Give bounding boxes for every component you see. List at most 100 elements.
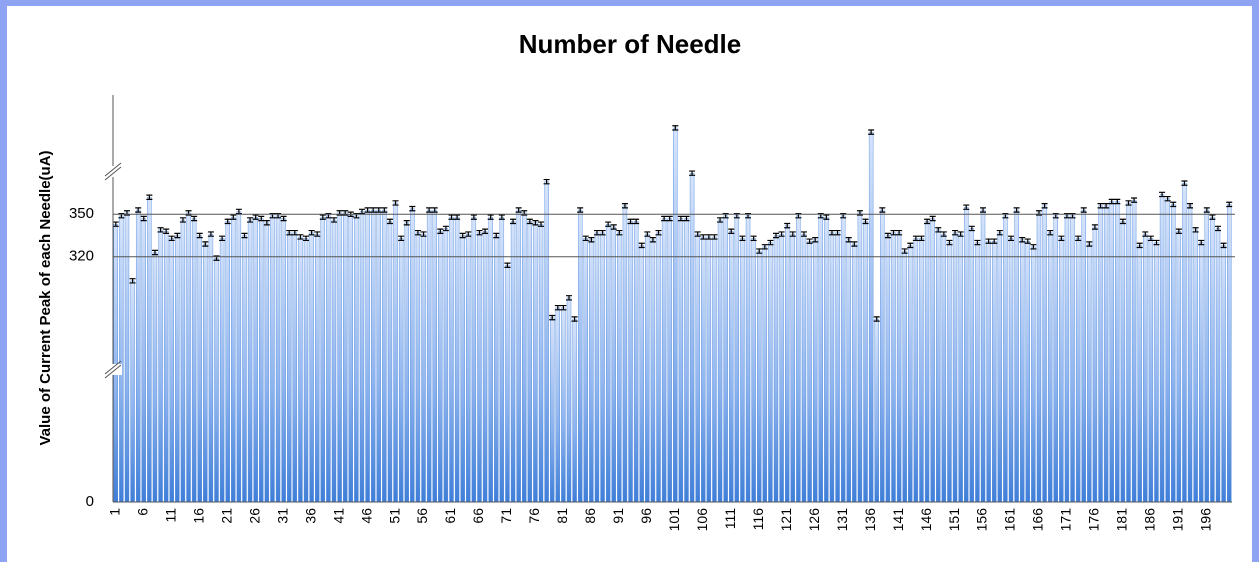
bar [247,219,253,503]
error-bar [543,178,550,185]
x-tick-label: 186 [1142,508,1158,532]
error-bar [610,224,617,230]
bar [298,236,303,503]
error-bar [812,237,819,243]
error-bar [196,232,203,239]
error-bar [1119,218,1126,225]
bar [818,215,823,503]
bar [852,243,857,503]
x-tick-label: 91 [610,508,626,524]
bar [387,221,393,503]
bar [342,212,348,503]
bar [443,228,449,503]
bar [471,216,477,503]
error-bar [912,235,919,242]
bar [538,223,544,503]
bar [717,219,723,503]
bar [891,232,896,503]
error-bar [711,234,718,240]
y-axis-label: Value of Current Peak of each Needle(uA) [37,150,54,445]
axis-break-lower [104,360,122,379]
error-bar [968,225,975,232]
bar [320,216,326,503]
error-bar [398,235,405,242]
bar [527,221,533,503]
bar [784,225,790,503]
error-bar [224,218,231,225]
bar [113,223,118,503]
bar [723,215,728,503]
y-tick-label: 350 [69,205,94,222]
error-bar [241,232,248,239]
bar [331,219,337,503]
error-bar [593,229,600,236]
bar [594,232,600,503]
error-bar [683,215,690,222]
bar [309,232,314,503]
error-bar [873,316,880,322]
error-bar [151,249,158,256]
y-tick-label: 320 [69,248,94,265]
bar [790,233,795,503]
bar [975,242,980,503]
error-bar [252,214,259,220]
bar [1092,226,1098,503]
bar [572,318,577,503]
x-tick-label: 81 [554,508,570,524]
error-bar [1125,200,1132,206]
error-bar [728,228,735,234]
error-bar [258,215,265,222]
chart-title: Number of Needle [519,29,742,59]
error-bar [465,231,472,237]
error-bar [1097,203,1104,209]
error-bar [991,238,998,244]
error-bar [510,218,517,225]
x-tick-label: 156 [974,508,990,532]
bar [180,219,186,503]
error-bar [868,129,875,135]
bar [835,232,840,503]
x-tick-label: 101 [666,508,682,532]
bar [197,235,202,503]
bar [577,209,583,503]
x-tick-label: 116 [750,508,766,531]
error-bar [935,227,942,233]
error-bar [437,228,444,234]
bar [589,239,594,503]
bar [158,229,163,503]
bar [1215,228,1221,503]
error-bar [403,220,410,226]
error-bar [526,218,533,225]
bar [874,318,879,503]
error-bar [135,207,142,213]
error-bar [896,229,903,236]
bar [617,232,622,503]
bar [745,215,751,503]
x-tick-label: 166 [1030,508,1046,532]
error-bar [1203,207,1210,213]
bar [1137,245,1142,503]
bar [225,221,230,503]
bar [270,215,275,503]
bar [846,239,851,503]
error-bar [263,220,270,226]
error-bar [789,231,796,237]
error-bar [482,228,489,234]
error-bar [532,220,539,226]
error-bar [370,207,377,213]
error-bar [1175,228,1182,234]
error-bar [1192,227,1199,233]
bar [393,202,398,503]
bar [1120,221,1126,503]
bar [337,212,342,503]
error-bar [638,242,645,249]
bar [695,233,700,503]
x-tick-label: 171 [1058,508,1074,532]
axis-break-upper [104,162,122,181]
error-bar [179,217,186,223]
break-mark [104,364,122,379]
x-tick-label: 176 [1086,508,1102,532]
bar [689,173,695,503]
bar [1204,209,1210,503]
